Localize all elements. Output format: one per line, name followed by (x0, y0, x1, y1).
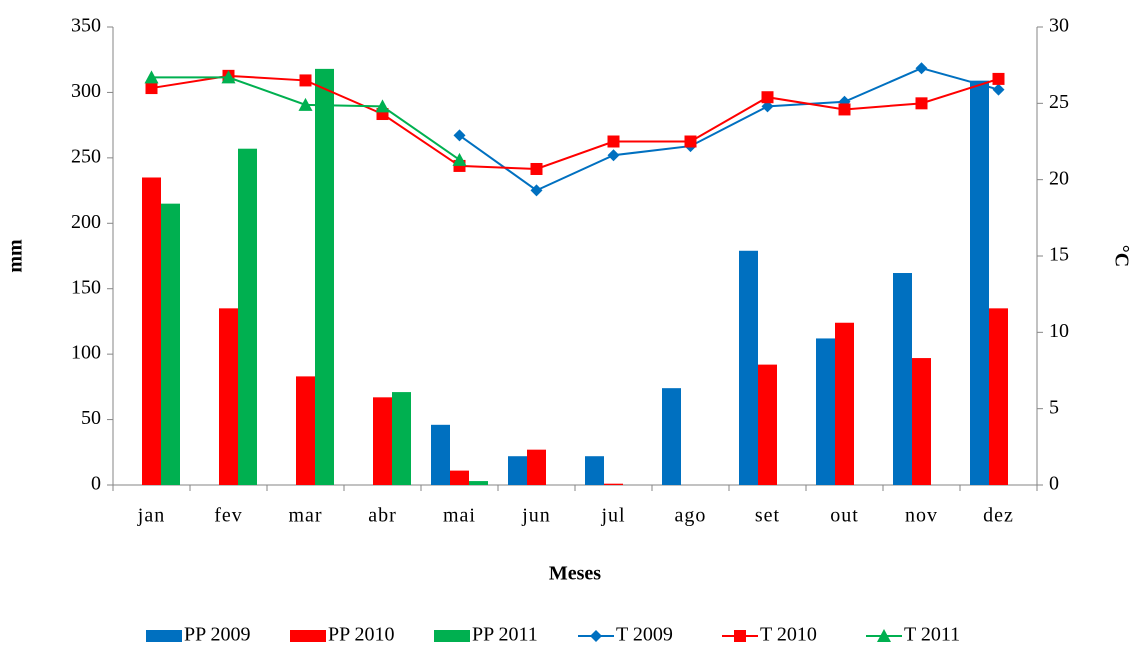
legend-label: PP 2009 (184, 624, 251, 646)
y2-axis-label: °C (1110, 245, 1132, 267)
x-tick-label: fev (214, 505, 243, 527)
y-tick-label: 200 (71, 211, 101, 233)
line (458, 67, 999, 192)
marker (761, 100, 774, 113)
legend-label: T 2011 (904, 624, 960, 646)
marker (299, 74, 312, 87)
legend-swatch (434, 630, 470, 642)
legend-label: T 2010 (760, 624, 817, 646)
bar (315, 68, 334, 486)
marker (144, 70, 159, 84)
line (151, 74, 999, 170)
legend-swatch (146, 630, 182, 642)
bar (238, 148, 257, 485)
bar (816, 338, 835, 485)
marker (992, 72, 1005, 85)
x-tick-label: nov (905, 505, 938, 527)
x-tick-label: dez (983, 505, 1014, 527)
bar (585, 456, 604, 485)
bar (219, 308, 238, 485)
bar (758, 364, 777, 485)
bar (912, 358, 931, 485)
legend-label: T 2009 (616, 624, 673, 646)
line (151, 76, 461, 161)
bar (662, 388, 681, 485)
marker (221, 70, 236, 84)
y2-tick-label: 30 (1049, 15, 1069, 37)
bar (893, 273, 912, 485)
bar (970, 80, 989, 485)
y-axis-label: mm (5, 239, 27, 273)
marker (530, 162, 543, 175)
y2-tick-label: 25 (1049, 91, 1069, 113)
x-tick-label: jan (137, 505, 165, 527)
marker (452, 152, 467, 166)
x-tick-label: jun (521, 505, 551, 527)
bar (508, 456, 527, 485)
y2-tick-label: 10 (1049, 320, 1069, 342)
y-tick-label: 50 (81, 407, 101, 429)
marker (877, 629, 891, 642)
marker (375, 99, 390, 113)
bar (392, 392, 411, 485)
bar (527, 449, 546, 485)
x-tick-label: mar (288, 505, 322, 527)
x-tick-label: mai (443, 505, 476, 527)
y2-tick-label: 20 (1049, 167, 1069, 189)
bar (469, 481, 488, 485)
marker (590, 630, 602, 642)
legend-label: PP 2010 (328, 624, 395, 646)
marker (530, 184, 543, 197)
marker (915, 97, 928, 110)
y-tick-label: 350 (71, 15, 101, 37)
bar (296, 376, 315, 485)
x-tick-label: set (755, 505, 780, 527)
x-tick-label: jul (600, 505, 625, 527)
marker (607, 149, 620, 162)
x-tick-label: abr (368, 505, 397, 527)
marker (453, 129, 466, 142)
x-tick-label: ago (675, 505, 707, 527)
y-tick-label: 0 (91, 473, 101, 495)
marker (734, 630, 746, 642)
bar (431, 424, 450, 485)
x-axis-label: Meses (549, 563, 601, 585)
marker (992, 83, 1005, 96)
bar (450, 470, 469, 485)
y2-tick-label: 0 (1049, 473, 1059, 495)
y-tick-label: 250 (71, 145, 101, 167)
marker (684, 135, 697, 148)
bar (739, 250, 758, 485)
bar (142, 177, 161, 485)
bar (161, 203, 180, 485)
marker (145, 82, 158, 95)
y-tick-label: 100 (71, 342, 101, 364)
bar (373, 397, 392, 485)
marker (298, 97, 313, 111)
bar (835, 322, 854, 485)
legend-swatch (290, 630, 326, 642)
bar (989, 308, 1008, 485)
legend-label: PP 2011 (472, 624, 538, 646)
marker (761, 91, 774, 104)
y-tick-label: 150 (71, 276, 101, 298)
bar (604, 483, 623, 485)
y2-tick-label: 5 (1049, 396, 1059, 418)
x-tick-label: out (830, 505, 859, 527)
y2-tick-label: 15 (1049, 244, 1069, 266)
marker (607, 135, 620, 148)
marker (838, 103, 851, 116)
marker (915, 62, 928, 75)
y-tick-label: 300 (71, 80, 101, 102)
